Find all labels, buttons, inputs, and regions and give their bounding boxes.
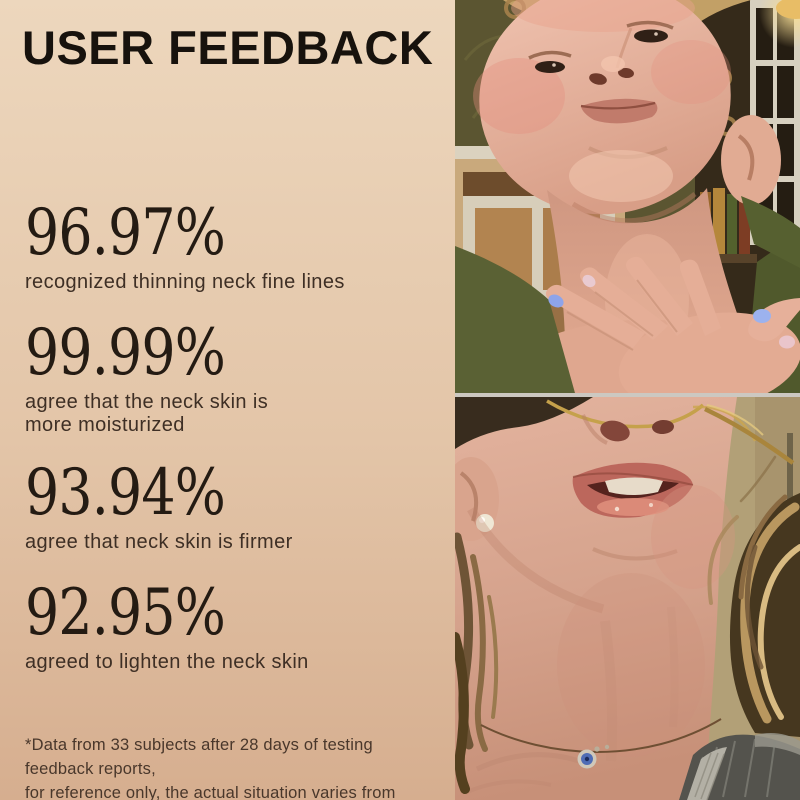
stat-value: 93.94% [25,456,226,530]
hair-strands-left [455,532,499,794]
photo-top [455,0,800,393]
stat-item-firmer: 93.94% agree that neck skin is firmer [25,456,293,554]
necklace-with-pendant [480,718,722,769]
parted-lips [572,462,694,518]
hand-on-chest [545,256,800,393]
face [473,0,731,215]
photo-column [455,0,800,800]
eyes [528,20,674,73]
wavy-hair-right [707,455,800,737]
nose-shadow [581,414,674,445]
stat-description: agree that neck skin is firmer [25,530,293,553]
stat-item-fine-lines: 96.97% recognized thinning neck fine lin… [25,196,345,294]
stat-item-lighten: 92.95% agreed to lighten the neck skin [25,576,309,674]
dark-hair-top [455,397,593,449]
nose [589,27,634,85]
stat-description: recognized thinning neck fine lines [25,270,345,293]
blue-nail [548,294,564,308]
stat-value: 92.95% [25,576,226,650]
stat-value: 96.97% [25,196,226,270]
chin-neck-shading [464,485,735,795]
stat-description: agree that the neck skin is more moistur… [25,390,269,436]
lips [580,98,658,124]
photo-bottom-illustration [455,397,800,800]
ear-with-pearl-earring [455,457,499,541]
photo-top-illustration [455,0,800,393]
glasses [546,399,795,465]
stats-panel: USER FEEDBACK 96.97% recognized thinning… [0,0,455,800]
photo-divider [455,393,800,397]
ear [721,115,781,205]
gray-sweater [679,733,800,800]
footnote: *Data from 33 subjects after 28 days of … [25,736,396,800]
photo-bottom [455,397,800,800]
blue-nail [753,309,771,323]
stat-item-moisturized: 99.99% agree that the neck skin is more … [25,316,269,437]
stat-value: 99.99% [25,316,226,390]
stat-description: agreed to lighten the neck skin [25,650,309,673]
page-title: USER FEEDBACK [22,21,434,74]
